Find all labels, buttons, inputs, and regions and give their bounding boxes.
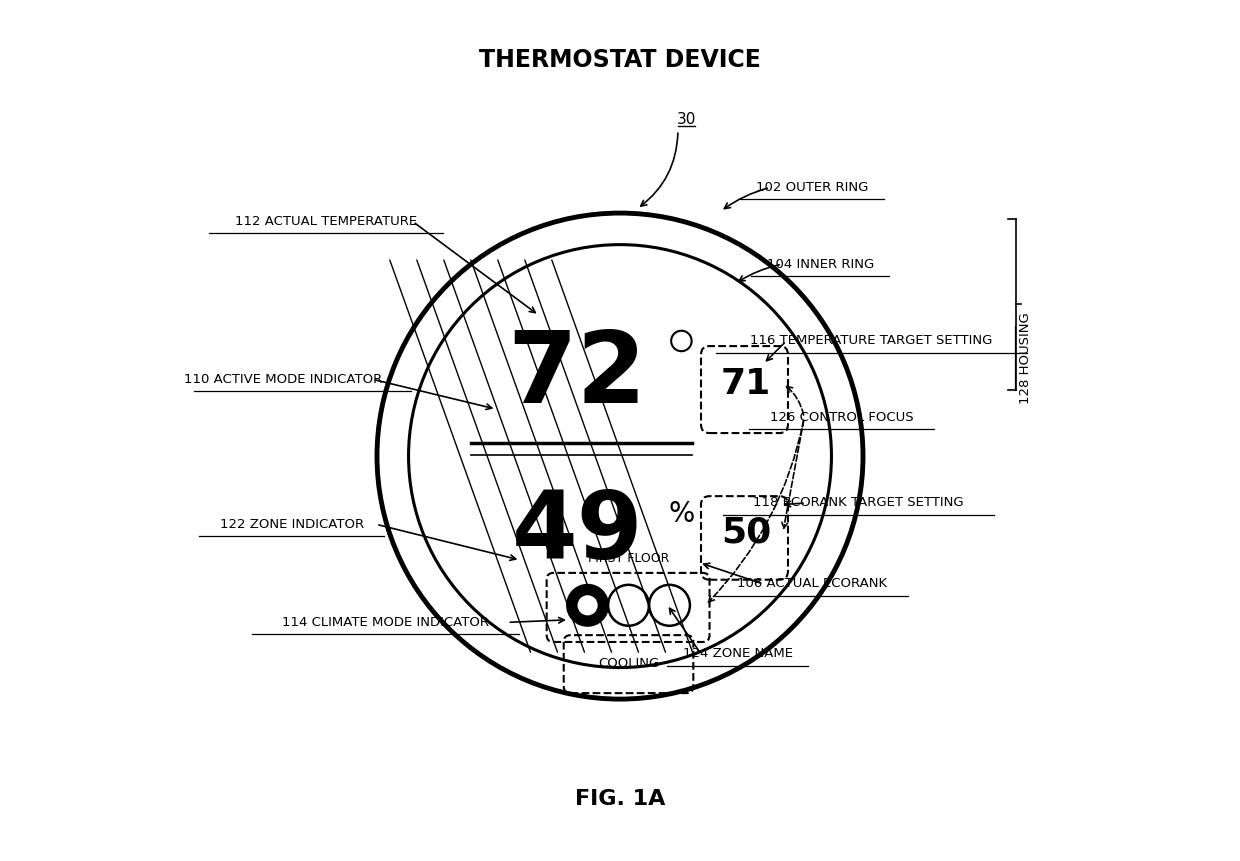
Text: 112 ACTUAL TEMPERATURE: 112 ACTUAL TEMPERATURE <box>234 215 417 228</box>
Circle shape <box>578 596 596 615</box>
Text: 114 CLIMATE MODE INDICATOR: 114 CLIMATE MODE INDICATOR <box>281 616 489 629</box>
Circle shape <box>567 585 608 626</box>
Text: 50: 50 <box>722 516 771 550</box>
Text: 71: 71 <box>722 367 771 400</box>
Text: FIG. 1A: FIG. 1A <box>575 789 665 808</box>
Text: COOLING: COOLING <box>598 657 660 670</box>
Text: 124 ZONE NAME: 124 ZONE NAME <box>683 647 792 660</box>
Text: 104 INNER RING: 104 INNER RING <box>766 257 874 270</box>
Text: %: % <box>668 500 694 528</box>
Text: 118 ECORANK TARGET SETTING: 118 ECORANK TARGET SETTING <box>754 497 963 510</box>
Text: THERMOSTAT DEVICE: THERMOSTAT DEVICE <box>479 47 761 71</box>
Text: 72: 72 <box>507 326 647 424</box>
Text: 106 ACTUAL ECORANK: 106 ACTUAL ECORANK <box>737 578 887 591</box>
Text: 110 ACTIVE MODE INDICATOR: 110 ACTIVE MODE INDICATOR <box>184 373 382 386</box>
Text: 128 HOUSING: 128 HOUSING <box>1018 313 1032 404</box>
Text: 30: 30 <box>677 112 696 127</box>
Text: 122 ZONE INDICATOR: 122 ZONE INDICATOR <box>219 517 363 530</box>
Text: 126 CONTROL FOCUS: 126 CONTROL FOCUS <box>770 412 914 424</box>
Text: 49: 49 <box>512 486 644 579</box>
Text: 116 TEMPERATURE TARGET SETTING: 116 TEMPERATURE TARGET SETTING <box>750 334 993 348</box>
Text: 102 OUTER RING: 102 OUTER RING <box>755 181 868 194</box>
Text: FIRST FLOOR: FIRST FLOOR <box>588 552 670 565</box>
